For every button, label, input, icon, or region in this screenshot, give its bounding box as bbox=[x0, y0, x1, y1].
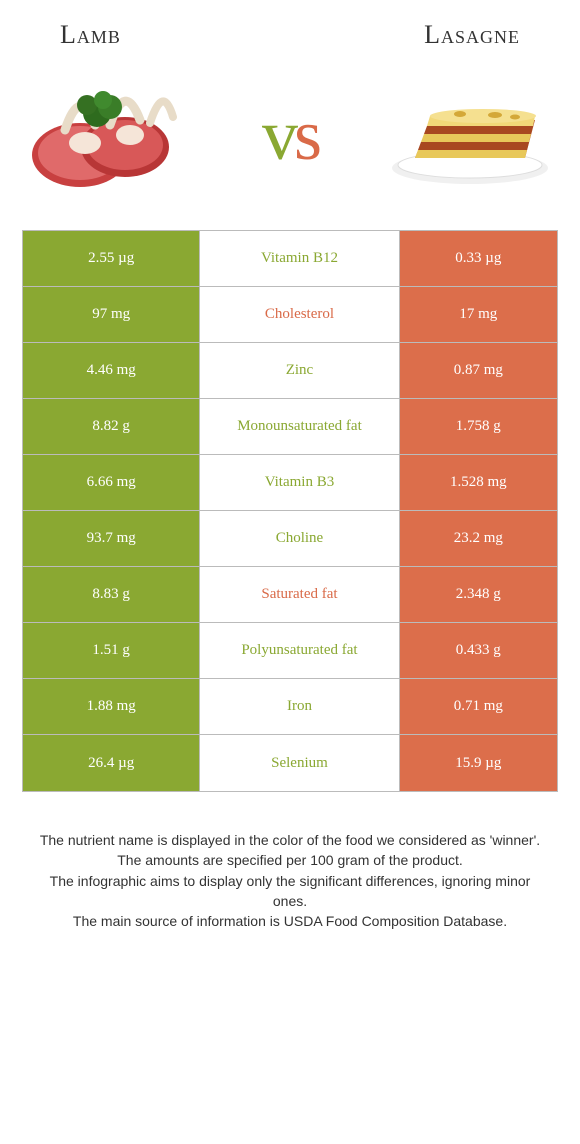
table-row: 8.83 gSaturated fat2.348 g bbox=[23, 567, 557, 623]
right-value: 1.758 g bbox=[400, 399, 557, 454]
nutrient-label: Iron bbox=[200, 679, 399, 734]
left-value: 8.83 g bbox=[23, 567, 200, 622]
left-value: 26.4 µg bbox=[23, 735, 200, 791]
nutrient-label: Cholesterol bbox=[200, 287, 399, 342]
right-value: 17 mg bbox=[400, 287, 557, 342]
table-row: 26.4 µgSelenium15.9 µg bbox=[23, 735, 557, 791]
lasagne-icon bbox=[385, 80, 555, 190]
footer-line: The nutrient name is displayed in the co… bbox=[36, 830, 544, 850]
nutrient-label: Selenium bbox=[200, 735, 399, 791]
nutrient-label: Vitamin B12 bbox=[200, 231, 399, 286]
left-value: 8.82 g bbox=[23, 399, 200, 454]
food-title-left: Lamb bbox=[60, 20, 121, 50]
vs-row: vs bbox=[0, 60, 580, 230]
right-value: 15.9 µg bbox=[400, 735, 557, 791]
table-row: 8.82 gMonounsaturated fat1.758 g bbox=[23, 399, 557, 455]
table-row: 2.55 µgVitamin B120.33 µg bbox=[23, 231, 557, 287]
nutrient-label: Polyunsaturated fat bbox=[200, 623, 399, 678]
lamb-image bbox=[20, 70, 200, 200]
footer-line: The infographic aims to display only the… bbox=[36, 871, 544, 912]
header: Lamb Lasagne bbox=[0, 0, 580, 60]
nutrient-label: Zinc bbox=[200, 343, 399, 398]
lamb-icon bbox=[25, 75, 195, 195]
nutrient-label: Choline bbox=[200, 511, 399, 566]
left-value: 97 mg bbox=[23, 287, 200, 342]
right-value: 0.33 µg bbox=[400, 231, 557, 286]
right-value: 0.433 g bbox=[400, 623, 557, 678]
right-value: 0.71 mg bbox=[400, 679, 557, 734]
nutrient-label: Vitamin B3 bbox=[200, 455, 399, 510]
table-row: 1.88 mgIron0.71 mg bbox=[23, 679, 557, 735]
vs-label: vs bbox=[262, 94, 318, 177]
left-value: 1.88 mg bbox=[23, 679, 200, 734]
table-row: 6.66 mgVitamin B31.528 mg bbox=[23, 455, 557, 511]
left-value: 93.7 mg bbox=[23, 511, 200, 566]
nutrient-table: 2.55 µgVitamin B120.33 µg97 mgCholestero… bbox=[22, 230, 558, 792]
right-value: 0.87 mg bbox=[400, 343, 557, 398]
left-value: 6.66 mg bbox=[23, 455, 200, 510]
footer: The nutrient name is displayed in the co… bbox=[0, 792, 580, 931]
vs-v: v bbox=[262, 95, 294, 175]
table-row: 97 mgCholesterol17 mg bbox=[23, 287, 557, 343]
footer-line: The main source of information is USDA F… bbox=[36, 911, 544, 931]
left-value: 4.46 mg bbox=[23, 343, 200, 398]
table-row: 1.51 gPolyunsaturated fat0.433 g bbox=[23, 623, 557, 679]
left-value: 1.51 g bbox=[23, 623, 200, 678]
right-value: 1.528 mg bbox=[400, 455, 557, 510]
footer-line: The amounts are specified per 100 gram o… bbox=[36, 850, 544, 870]
lasagne-image bbox=[380, 70, 560, 200]
right-value: 2.348 g bbox=[400, 567, 557, 622]
nutrient-label: Monounsaturated fat bbox=[200, 399, 399, 454]
nutrient-label: Saturated fat bbox=[200, 567, 399, 622]
food-title-right: Lasagne bbox=[424, 20, 520, 50]
vs-s: s bbox=[294, 95, 318, 175]
table-row: 4.46 mgZinc0.87 mg bbox=[23, 343, 557, 399]
left-value: 2.55 µg bbox=[23, 231, 200, 286]
right-value: 23.2 mg bbox=[400, 511, 557, 566]
table-row: 93.7 mgCholine23.2 mg bbox=[23, 511, 557, 567]
